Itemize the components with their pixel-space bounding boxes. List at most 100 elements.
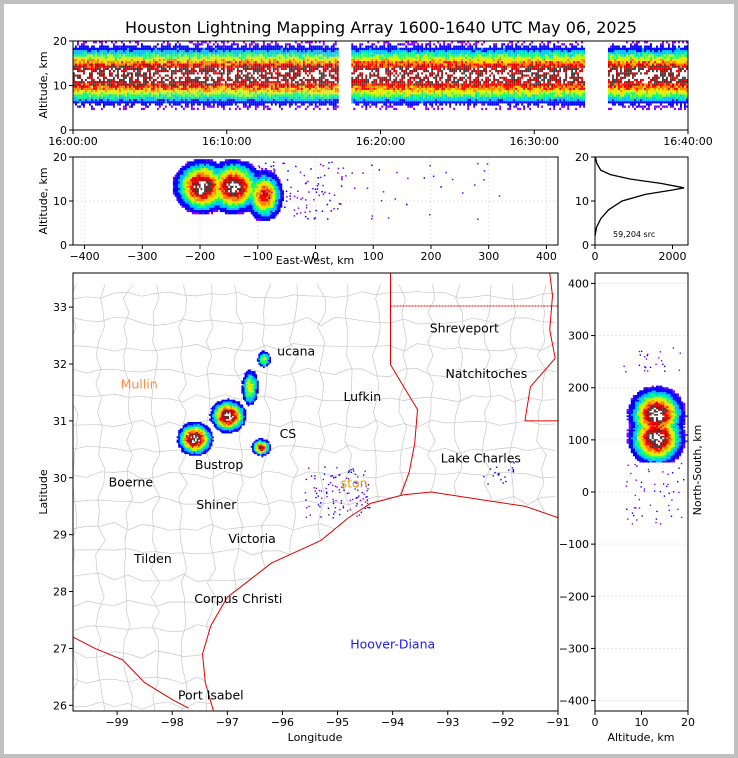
density-cell bbox=[83, 101, 85, 104]
density-cell bbox=[371, 83, 374, 86]
density-cell bbox=[202, 54, 205, 57]
density-cell bbox=[232, 61, 235, 64]
density-cell bbox=[397, 56, 400, 59]
density-cell bbox=[361, 54, 364, 57]
density-cell bbox=[143, 98, 145, 102]
density-cell bbox=[391, 45, 394, 48]
density-cell bbox=[93, 94, 95, 97]
density-cell bbox=[260, 54, 263, 57]
density-cell bbox=[256, 72, 259, 75]
density-cell bbox=[101, 96, 103, 99]
density-cell bbox=[425, 72, 428, 75]
density-cell bbox=[304, 92, 307, 95]
density-cell bbox=[302, 76, 305, 79]
density-cell bbox=[359, 92, 362, 95]
density-cell bbox=[306, 58, 309, 62]
density-cell bbox=[355, 76, 358, 79]
density-cell bbox=[369, 54, 372, 57]
density-cell bbox=[127, 87, 129, 90]
density-cell bbox=[318, 92, 321, 95]
density-cell bbox=[168, 85, 171, 88]
density-cell bbox=[272, 92, 275, 95]
density-cell bbox=[141, 78, 143, 82]
density-cell bbox=[403, 65, 406, 68]
density-cell bbox=[141, 67, 143, 70]
density-cell bbox=[218, 96, 221, 99]
density-cell bbox=[316, 52, 319, 55]
density-cell bbox=[240, 63, 243, 66]
density-cell bbox=[336, 92, 339, 95]
density-cell bbox=[397, 76, 400, 79]
density-cell bbox=[139, 47, 141, 50]
density-cell bbox=[268, 81, 271, 84]
density-cell bbox=[292, 61, 295, 64]
density-cell bbox=[166, 67, 169, 70]
density-cell bbox=[196, 56, 199, 59]
density-cell bbox=[145, 49, 147, 53]
density-cell bbox=[109, 49, 111, 53]
density-cell bbox=[220, 69, 223, 73]
density-cell bbox=[395, 89, 398, 93]
density-cell bbox=[119, 49, 121, 53]
density-cell bbox=[387, 81, 390, 84]
density-cell bbox=[131, 87, 133, 90]
density-cell bbox=[441, 103, 444, 106]
density-cell bbox=[160, 49, 163, 53]
density-cell bbox=[437, 76, 440, 79]
density-cell bbox=[280, 54, 283, 57]
density-cell bbox=[320, 52, 323, 55]
density-cell bbox=[336, 98, 339, 102]
density-cell bbox=[282, 81, 285, 84]
density-cell bbox=[149, 103, 151, 106]
density-cell bbox=[145, 58, 147, 62]
density-cell bbox=[433, 47, 436, 50]
density-cell bbox=[250, 58, 253, 62]
density-cell bbox=[282, 61, 285, 64]
density-cell bbox=[415, 81, 418, 84]
density-cell bbox=[139, 81, 141, 84]
density-cell bbox=[415, 45, 418, 48]
density-cell bbox=[359, 101, 362, 104]
density-cell bbox=[367, 45, 370, 48]
density-cell bbox=[312, 78, 315, 82]
density-cell bbox=[443, 63, 446, 66]
density-cell bbox=[198, 54, 201, 57]
density-cell bbox=[371, 92, 374, 95]
density-cell bbox=[431, 69, 434, 73]
density-cell bbox=[437, 67, 440, 70]
density-cell bbox=[254, 67, 257, 70]
density-cell bbox=[232, 72, 235, 75]
density-cell bbox=[180, 83, 183, 86]
density-cell bbox=[387, 61, 390, 64]
density-cell bbox=[117, 47, 119, 50]
density-cell bbox=[160, 61, 163, 64]
density-cell bbox=[162, 96, 165, 99]
density-cell bbox=[407, 81, 410, 84]
density-cell bbox=[367, 103, 370, 106]
density-cell bbox=[298, 92, 301, 95]
density-cell bbox=[399, 78, 402, 82]
density-cell bbox=[385, 94, 388, 97]
density-cell bbox=[250, 81, 253, 84]
density-cell bbox=[236, 58, 239, 62]
density-cell bbox=[282, 103, 285, 106]
density-cell bbox=[83, 69, 85, 73]
density-cell bbox=[328, 78, 331, 82]
density-cell bbox=[393, 96, 396, 99]
density-cell bbox=[316, 54, 319, 57]
density-cell bbox=[332, 43, 335, 46]
density-cell bbox=[168, 81, 171, 84]
density-cell bbox=[296, 83, 299, 86]
density-cell bbox=[409, 54, 412, 57]
density-cell bbox=[145, 89, 147, 93]
density-cell bbox=[292, 85, 295, 88]
density-cell bbox=[224, 74, 227, 77]
density-cell bbox=[357, 67, 360, 70]
density-cell bbox=[270, 47, 273, 50]
density-cell bbox=[103, 49, 105, 53]
density-cell bbox=[256, 52, 259, 55]
density-cell bbox=[137, 63, 139, 66]
density-cell bbox=[371, 76, 374, 79]
density-cell bbox=[441, 65, 444, 68]
density-cell bbox=[89, 96, 91, 99]
